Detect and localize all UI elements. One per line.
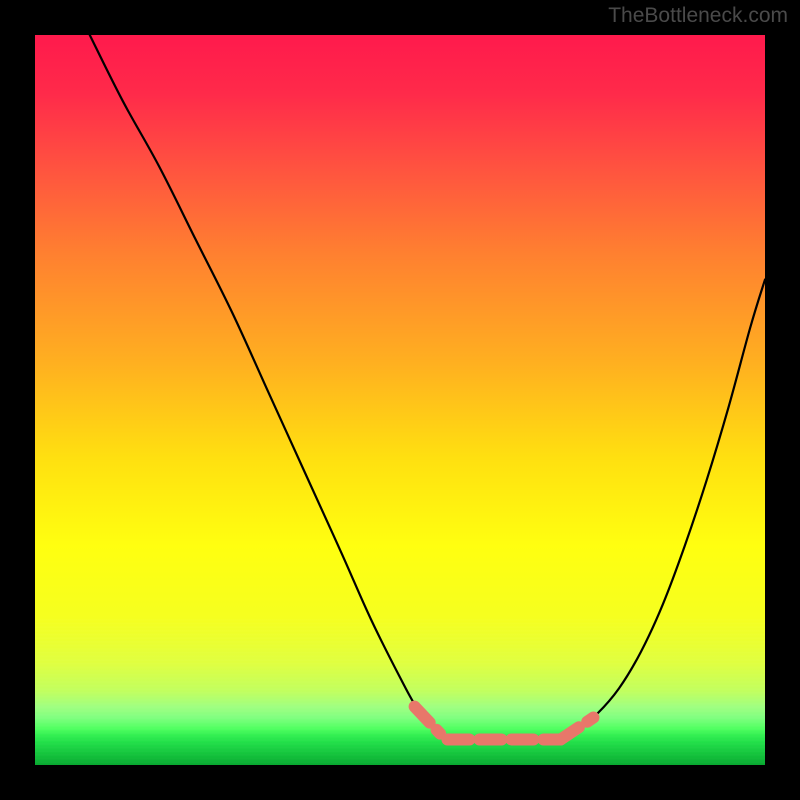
chart-svg (35, 35, 765, 765)
bottleneck-chart (35, 35, 765, 765)
watermark-text: TheBottleneck.com (608, 4, 788, 28)
